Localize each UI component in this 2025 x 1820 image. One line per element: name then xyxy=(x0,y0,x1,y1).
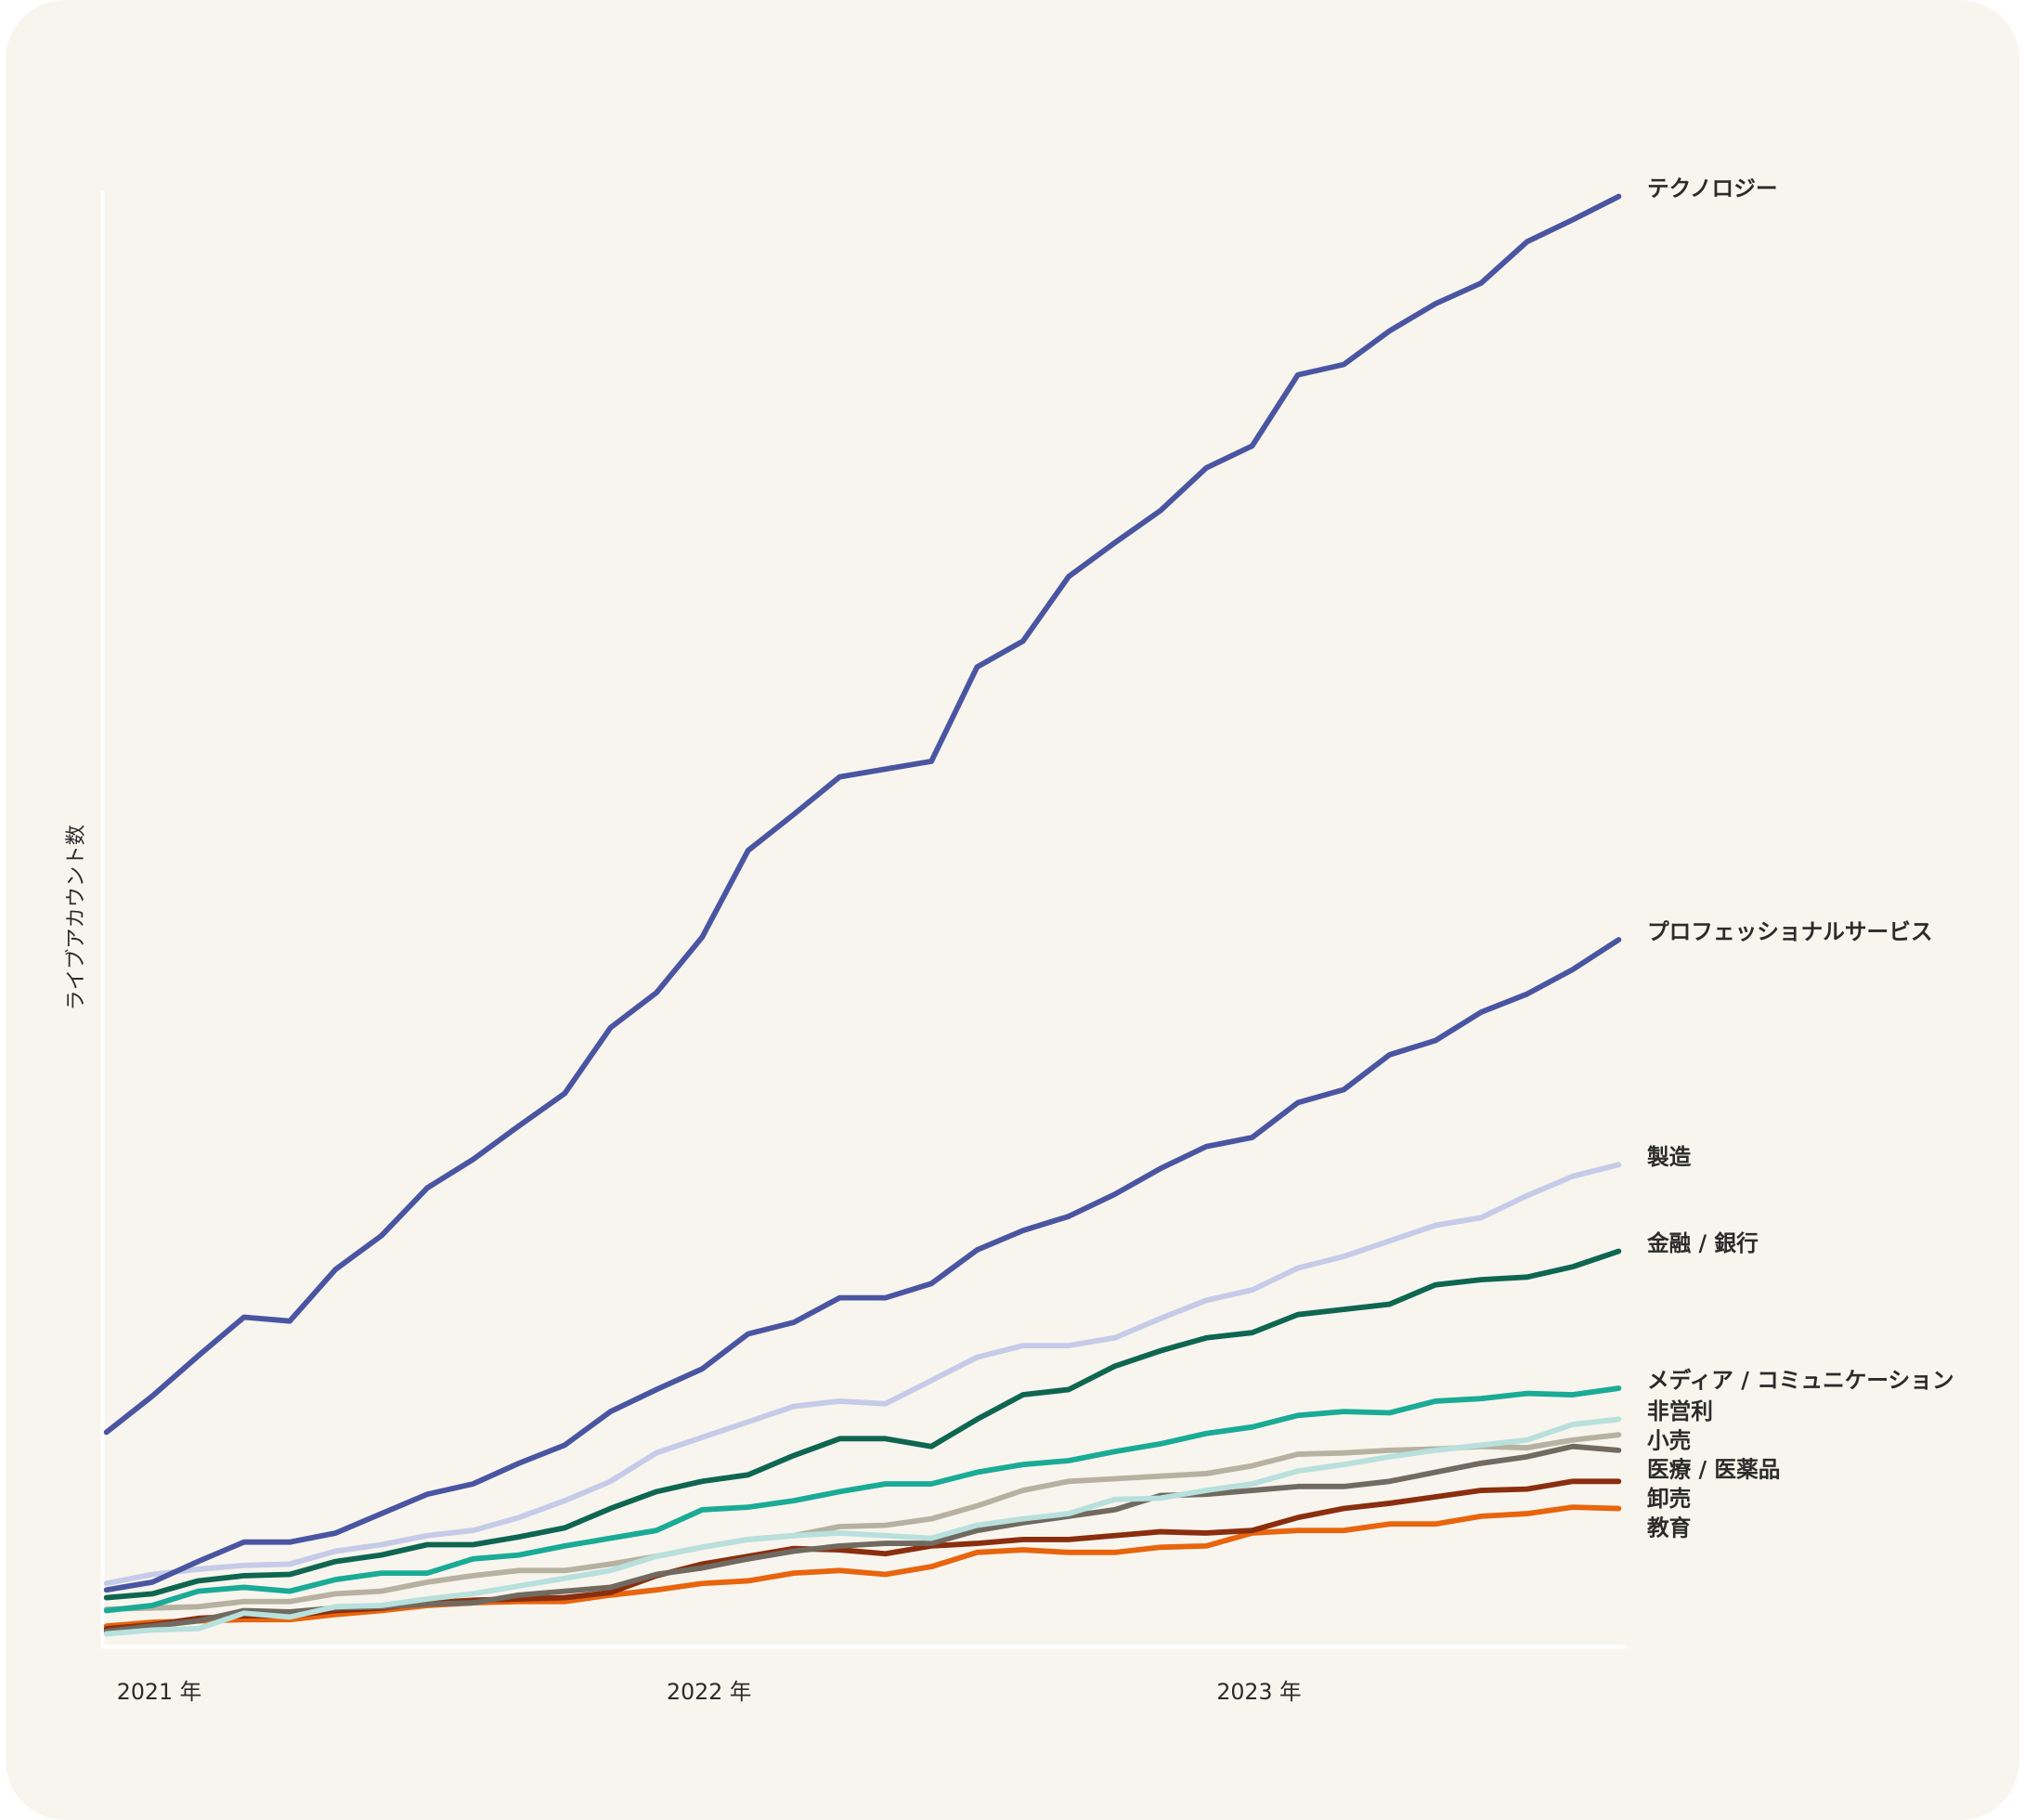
series-line xyxy=(103,1504,1622,1630)
series-label: 金融 / 銀行 xyxy=(1646,1230,1759,1256)
series-label: 卸売 xyxy=(1647,1486,1691,1512)
series-line xyxy=(103,937,1622,1593)
series-label: 非営利 xyxy=(1647,1398,1713,1424)
series-line xyxy=(103,1248,1622,1601)
series-line xyxy=(103,193,1622,1436)
y-axis-title: ライブアカウント数 xyxy=(64,825,88,1010)
series-line xyxy=(103,1162,1622,1587)
x-tick-label: 2023 年 xyxy=(1216,1679,1301,1705)
series-label: テクノロジー xyxy=(1647,176,1778,202)
series-line xyxy=(103,1432,1622,1613)
series-label: メディア / コミュニケーション xyxy=(1647,1368,1954,1394)
card-background xyxy=(6,0,2019,1820)
series-label: 医療 / 医薬品 xyxy=(1647,1457,1780,1483)
series-label: 教育 xyxy=(1647,1514,1691,1540)
x-tick-label: 2021 年 xyxy=(117,1679,201,1705)
x-tick-label: 2022 年 xyxy=(667,1679,751,1705)
series-label: 小売 xyxy=(1647,1427,1691,1453)
series-label: 製造 xyxy=(1647,1144,1692,1170)
series-label: プロフェッショナルサービス xyxy=(1647,919,1933,945)
series-line xyxy=(103,1385,1622,1614)
series-line xyxy=(103,1416,1622,1637)
